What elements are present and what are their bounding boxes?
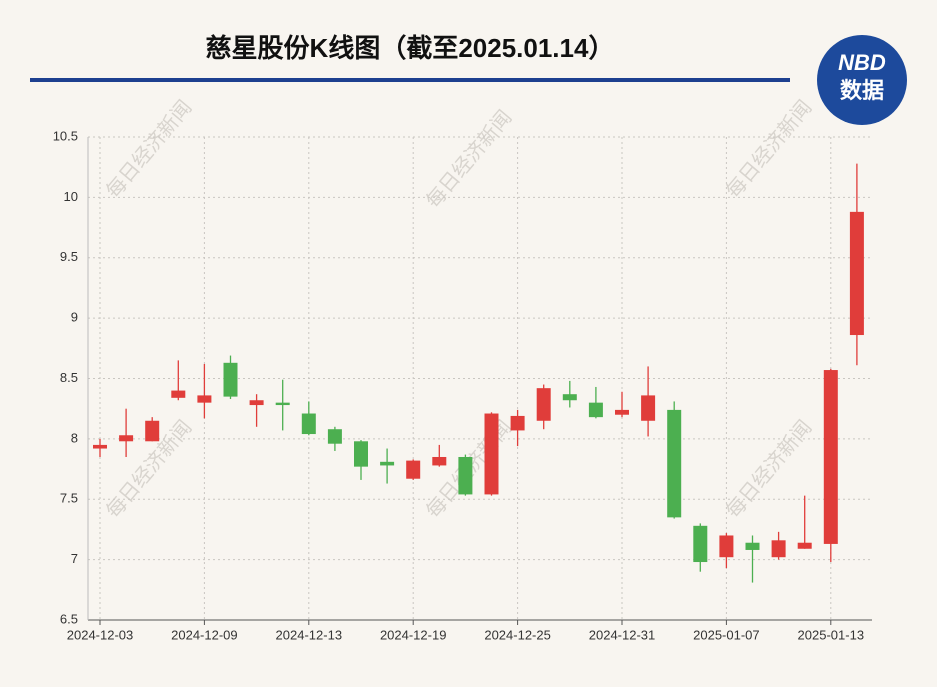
- y-tick-label: 9: [71, 310, 78, 325]
- logo: [817, 35, 907, 125]
- y-tick-label: 7: [71, 551, 78, 566]
- candle-body: [223, 362, 238, 397]
- candle-body: [510, 415, 525, 431]
- candle-body: [145, 420, 160, 442]
- y-tick-label: 6.5: [60, 611, 78, 626]
- candle-body: [432, 456, 447, 466]
- logo-top: NBD: [838, 50, 886, 75]
- candle-body: [380, 461, 395, 466]
- candle-body: [484, 413, 499, 495]
- candle-body: [771, 540, 786, 558]
- candle-body: [849, 211, 864, 336]
- candle-body: [197, 395, 212, 403]
- candle-body: [301, 413, 316, 435]
- y-tick-label: 10: [64, 189, 78, 204]
- candle-body: [275, 402, 290, 406]
- candle-body: [249, 400, 264, 406]
- candle-body: [562, 394, 577, 401]
- candle-body: [588, 402, 603, 418]
- x-tick-label: 2024-12-25: [484, 627, 551, 642]
- x-tick-label: 2025-01-13: [798, 627, 865, 642]
- candle-body: [745, 542, 760, 550]
- candle-body: [719, 535, 734, 558]
- candle-body: [667, 409, 682, 518]
- candle-body: [615, 409, 629, 415]
- candle-body: [641, 395, 656, 421]
- title-rule: [30, 78, 790, 82]
- logo-bottom: 数据: [840, 78, 884, 103]
- x-tick-label: 2024-12-03: [67, 627, 134, 642]
- candle-body: [458, 456, 473, 495]
- x-tick-label: 2025-01-07: [693, 627, 760, 642]
- y-tick-label: 8.5: [60, 370, 78, 385]
- x-tick-label: 2024-12-13: [276, 627, 343, 642]
- candle-body: [354, 441, 368, 467]
- y-tick-label: 8: [71, 430, 78, 445]
- candle-body: [406, 460, 421, 479]
- y-tick-label: 9.5: [60, 249, 78, 264]
- x-tick-label: 2024-12-09: [171, 627, 238, 642]
- y-tick-label: 7.5: [60, 491, 78, 506]
- candle-body: [93, 444, 107, 449]
- x-tick-label: 2024-12-31: [589, 627, 656, 642]
- candle-body: [171, 390, 186, 398]
- x-tick-label: 2024-12-19: [380, 627, 447, 642]
- candle-body: [693, 525, 708, 563]
- candle-body: [327, 429, 342, 444]
- candle-body: [536, 388, 551, 421]
- candle-body: [797, 542, 812, 549]
- y-tick-label: 10.5: [53, 128, 78, 143]
- candle-body: [823, 370, 838, 544]
- chart-title: 慈星股份K线图（截至2025.01.14）: [206, 33, 615, 63]
- candle-body: [119, 435, 134, 442]
